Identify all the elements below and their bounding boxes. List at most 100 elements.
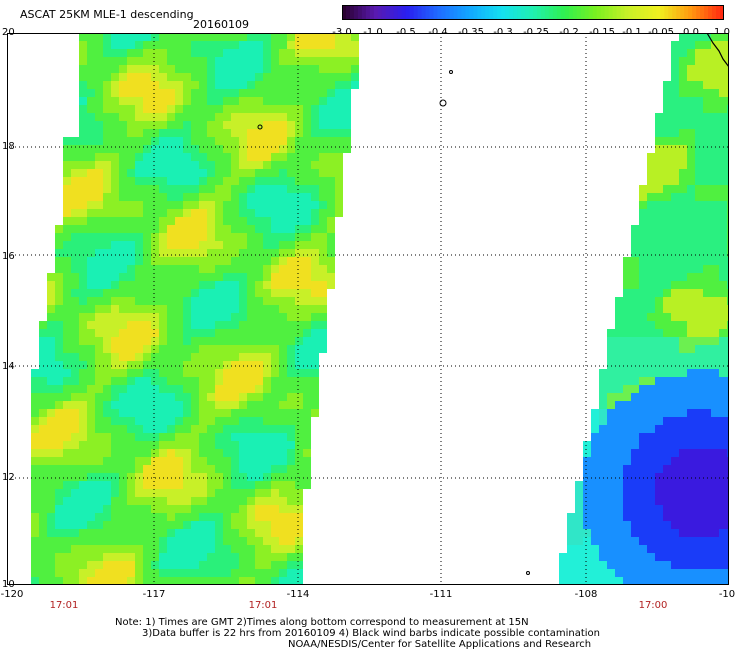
coastline bbox=[706, 33, 729, 68]
colorbar-segment bbox=[417, 5, 423, 20]
colorbar-segment bbox=[385, 5, 391, 20]
colorbar-segment bbox=[369, 5, 375, 20]
map-frame bbox=[7, 33, 729, 585]
colorbar-segment bbox=[572, 5, 578, 20]
colorbar-segment bbox=[688, 5, 693, 20]
time-label: 17:00 bbox=[638, 600, 668, 611]
colorbar-tick-label: -0.2 bbox=[559, 27, 579, 38]
colorbar-segment bbox=[648, 5, 653, 20]
colorbar-segment bbox=[393, 5, 399, 20]
island-outline bbox=[439, 99, 447, 107]
colorbar-segment bbox=[548, 5, 554, 20]
colorbar-segment bbox=[576, 5, 582, 20]
colorbar-segment bbox=[377, 5, 383, 20]
colorbar-segment bbox=[413, 5, 419, 20]
note-line-1: Note: 1) Times are GMT 2)Times along bot… bbox=[115, 617, 529, 628]
colorbar-segment bbox=[692, 5, 697, 20]
colorbar-segment bbox=[696, 5, 701, 20]
colorbar-segment bbox=[716, 5, 721, 20]
colorbar-segment bbox=[676, 5, 681, 20]
colorbar-segment bbox=[481, 5, 486, 20]
colorbar-segment bbox=[568, 5, 574, 20]
graticule bbox=[7, 33, 729, 585]
colorbar-segment bbox=[616, 5, 622, 20]
colorbar-labels: -3.0 -1.0 -0.5 -0.4 -0.35 -0.3 -0.25 -0.… bbox=[330, 27, 740, 41]
colorbar-segment bbox=[664, 5, 669, 20]
colorbar-segment bbox=[461, 5, 466, 20]
colorbar-segment bbox=[429, 5, 435, 20]
colorbar bbox=[342, 5, 724, 20]
colorbar-segment bbox=[342, 5, 347, 20]
colorbar-segment bbox=[584, 5, 590, 20]
colorbar-segment bbox=[560, 5, 566, 20]
colorbar-segment bbox=[540, 5, 546, 20]
colorbar-segment bbox=[425, 5, 431, 20]
colorbar-segment bbox=[700, 5, 705, 20]
colorbar-tick-label: -0.4 bbox=[428, 27, 448, 38]
colorbar-segment bbox=[477, 5, 482, 20]
latitude-label: 18 bbox=[2, 141, 15, 152]
map-date: 20160109 bbox=[193, 18, 249, 31]
colorbar-segment bbox=[680, 5, 685, 20]
colorbar-segment bbox=[672, 5, 677, 20]
colorbar-segment bbox=[556, 5, 562, 20]
colorbar-tick-label: 1.0 bbox=[714, 27, 730, 38]
colorbar-tick-label: -3.0 bbox=[332, 27, 352, 38]
colorbar-segment bbox=[457, 5, 462, 20]
colorbar-segment bbox=[473, 5, 478, 20]
colorbar-segment bbox=[365, 5, 371, 20]
latitude-label: 12 bbox=[2, 472, 15, 483]
island-outline bbox=[257, 124, 263, 130]
colorbar-segment bbox=[656, 5, 661, 20]
colorbar-segment bbox=[588, 5, 594, 20]
island-outline bbox=[449, 70, 453, 74]
colorbar-segment bbox=[620, 5, 626, 20]
colorbar-segment bbox=[405, 5, 411, 20]
latitude-label: 16 bbox=[2, 251, 15, 262]
colorbar-segment bbox=[345, 5, 351, 20]
colorbar-segment bbox=[720, 5, 724, 20]
colorbar-segment bbox=[501, 5, 506, 20]
colorbar-segment bbox=[357, 5, 363, 20]
colorbar-segment bbox=[401, 5, 407, 20]
colorbar-segment bbox=[489, 5, 494, 20]
colorbar-segment bbox=[632, 5, 638, 20]
colorbar-segment bbox=[493, 5, 498, 20]
colorbar-segment bbox=[485, 5, 490, 20]
colorbar-segment bbox=[445, 5, 451, 20]
colorbar-segment bbox=[596, 5, 602, 20]
colorbar-segment bbox=[389, 5, 395, 20]
colorbar-tick-label: 0.0 bbox=[683, 27, 699, 38]
colorbar-segment bbox=[592, 5, 598, 20]
longitude-label: -120 bbox=[0, 589, 24, 600]
colorbar-segment bbox=[421, 5, 427, 20]
colorbar-segment bbox=[608, 5, 614, 20]
colorbar-segment bbox=[640, 5, 646, 20]
time-label: 17:01 bbox=[49, 600, 79, 611]
map-plot-area bbox=[7, 33, 729, 585]
colorbar-segment bbox=[636, 5, 642, 20]
colorbar-tick-label: -1.0 bbox=[363, 27, 383, 38]
colorbar-segment bbox=[652, 5, 657, 20]
note-line-2: 3)Data buffer is 22 hrs from 20160109 4)… bbox=[142, 628, 600, 639]
map-title: ASCAT 25KM MLE-1 descending bbox=[20, 8, 194, 21]
latitude-label: 10 bbox=[2, 579, 15, 590]
colorbar-segment bbox=[513, 5, 518, 20]
colorbar-segment bbox=[381, 5, 387, 20]
colorbar-segment bbox=[361, 5, 367, 20]
longitude-label: -108 bbox=[574, 589, 598, 600]
colorbar-segment bbox=[409, 5, 415, 20]
colorbar-segment bbox=[469, 5, 474, 20]
colorbar-segment bbox=[497, 5, 502, 20]
island-outline bbox=[526, 571, 530, 575]
colorbar-segment bbox=[449, 5, 455, 20]
colorbar-segment bbox=[628, 5, 634, 20]
colorbar-segment bbox=[397, 5, 403, 20]
colorbar-tick-label: -0.15 bbox=[589, 27, 615, 38]
colorbar-tick-label: -0.35 bbox=[458, 27, 484, 38]
colorbar-segment bbox=[509, 5, 514, 20]
colorbar-segment bbox=[544, 5, 550, 20]
colorbar-tick-label: -0.25 bbox=[523, 27, 549, 38]
colorbar-segment bbox=[668, 5, 673, 20]
colorbar-segment bbox=[604, 5, 610, 20]
